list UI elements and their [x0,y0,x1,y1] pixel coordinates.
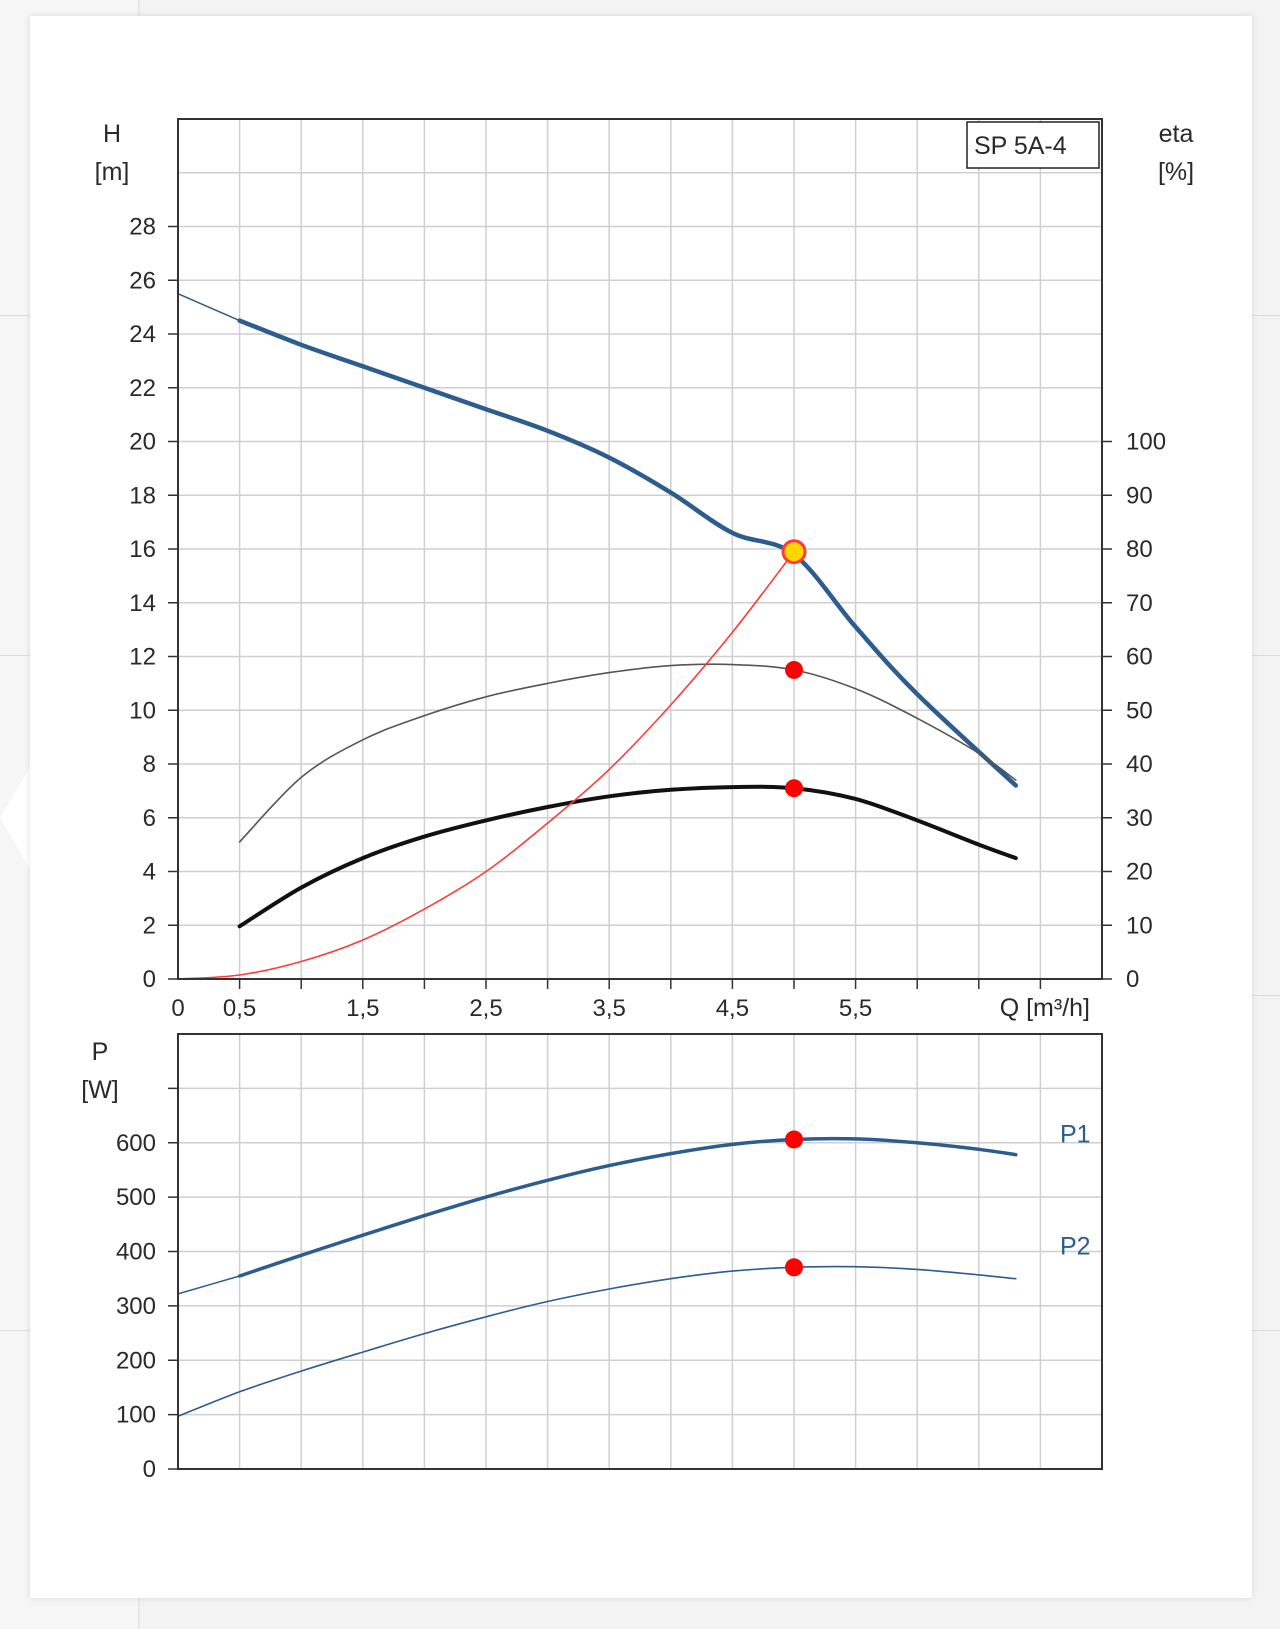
series-head [237,318,1019,788]
head-efficiency-plot: 0246810121416182022242628010203040506070… [95,118,1194,1023]
y-tick-label-right: 100 [1126,429,1166,456]
y-tick-label-left: 18 [129,482,156,509]
y-tick-label-right: 50 [1126,697,1153,724]
eta-thick-point [785,779,803,798]
axis-ticks-top [168,225,1112,989]
y-axis-title-power: P [92,1038,109,1066]
background-divider [1252,1330,1280,1331]
y-tick-label-power: 100 [116,1402,156,1429]
x-tick-label: 4,5 [716,995,749,1022]
grid-bottom [178,1034,1102,1469]
y-tick-label-left: 16 [129,536,156,563]
y-tick-label-right: 40 [1126,751,1153,778]
x-tick-label: 5,5 [839,995,872,1022]
y-tick-label-left: 8 [143,751,156,778]
x-tick-label: 0 [171,995,184,1022]
background-divider [0,655,30,656]
eta-thin-point [785,660,803,679]
model-label: SP 5A-4 [974,132,1067,160]
y-tick-label-right: 70 [1126,590,1153,617]
y-tick-label-power: 200 [116,1347,156,1374]
y-axis-unit-power: [W] [81,1076,119,1104]
y-tick-label-left: 26 [129,267,156,294]
y-axis-title-right: eta [1159,120,1194,148]
y-tick-label-power: 500 [116,1184,156,1211]
series-label-p1: P1 [1060,1121,1091,1149]
series-P1 [237,1136,1018,1278]
y-tick-label-left: 24 [129,321,156,348]
points-top [781,539,807,798]
series-head-extension [177,293,240,322]
x-axis-title: Q [m³/h] [1000,994,1090,1022]
series-bottom [177,1136,1018,1418]
y-tick-label-right: 80 [1126,536,1153,563]
series-label-p2: P2 [1060,1233,1091,1261]
p2-point [785,1258,803,1277]
y-tick-label-power: 0 [143,1456,156,1483]
y-tick-label-left: 4 [143,859,156,886]
series-eta_thin [238,663,1017,843]
duty-point [781,539,807,565]
points-bottom [785,1130,803,1277]
previous-arrow-icon[interactable] [0,760,34,876]
grid-top [178,119,1102,979]
background-divider [0,1330,30,1331]
background-divider [0,315,30,316]
background-divider [1252,315,1280,316]
y-tick-label-left: 20 [129,429,156,456]
y-tick-label-left: 12 [129,644,156,671]
power-plot: 0 100 200 300 400 500 600 P [W] P1 P2 [81,1033,1103,1483]
x-tick-label: 1,5 [346,995,379,1022]
y-tick-label-left: 0 [143,966,156,993]
y-tick-label-left: 14 [129,590,156,617]
y-tick-label-left: 6 [143,805,156,832]
y-tick-label-right: 20 [1126,859,1153,886]
series-system [177,550,795,980]
y-tick-label-right: 10 [1126,912,1153,939]
pump-curve-card: 0 2 4 6 8 10 12 14 16 18 20 22 24 26 28 0 10 20 30 40 50 60 70… [30,16,1252,1598]
y-tick-label-right: 60 [1126,644,1153,671]
series-eta_thick [237,784,1018,929]
y-tick-label-power: 400 [116,1239,156,1266]
pump-curve-chart: 0246810121416182022242628010203040506070… [81,118,1194,1483]
background-divider [1252,655,1280,656]
y-tick-label-right: 30 [1126,805,1153,832]
y-tick-label-power: 300 [116,1293,156,1320]
y-tick-label-right: 90 [1126,482,1153,509]
series-top [177,293,1019,980]
y-axis-title-left: H [103,120,121,148]
x-tick-label: 2,5 [469,995,502,1022]
x-tick-label: 3,5 [593,995,626,1022]
series-P2 [177,1265,1017,1418]
y-tick-label-left: 28 [129,214,156,241]
series-P1-extension [177,1275,240,1295]
y-tick-label-right: 0 [1126,966,1139,993]
axis-ticks-bottom [168,1087,178,1470]
x-tick-label: 0,5 [223,995,256,1022]
tick-labels-top: 0246810121416182022242628010203040506070… [129,214,1166,1023]
p1-point [785,1130,803,1149]
y-tick-label-left: 10 [129,697,156,724]
background-divider [1252,995,1280,996]
model-label-box: SP 5A-4 [966,121,1100,169]
y-tick-label-left: 22 [129,375,156,402]
y-tick-label-power: 600 [116,1130,156,1157]
y-tick-label-left: 2 [143,912,156,939]
y-axis-unit-left: [m] [95,158,130,186]
y-axis-unit-right: [%] [1158,158,1194,186]
tick-labels-bottom: 0 100 200 300 400 500 600 [116,1130,156,1483]
